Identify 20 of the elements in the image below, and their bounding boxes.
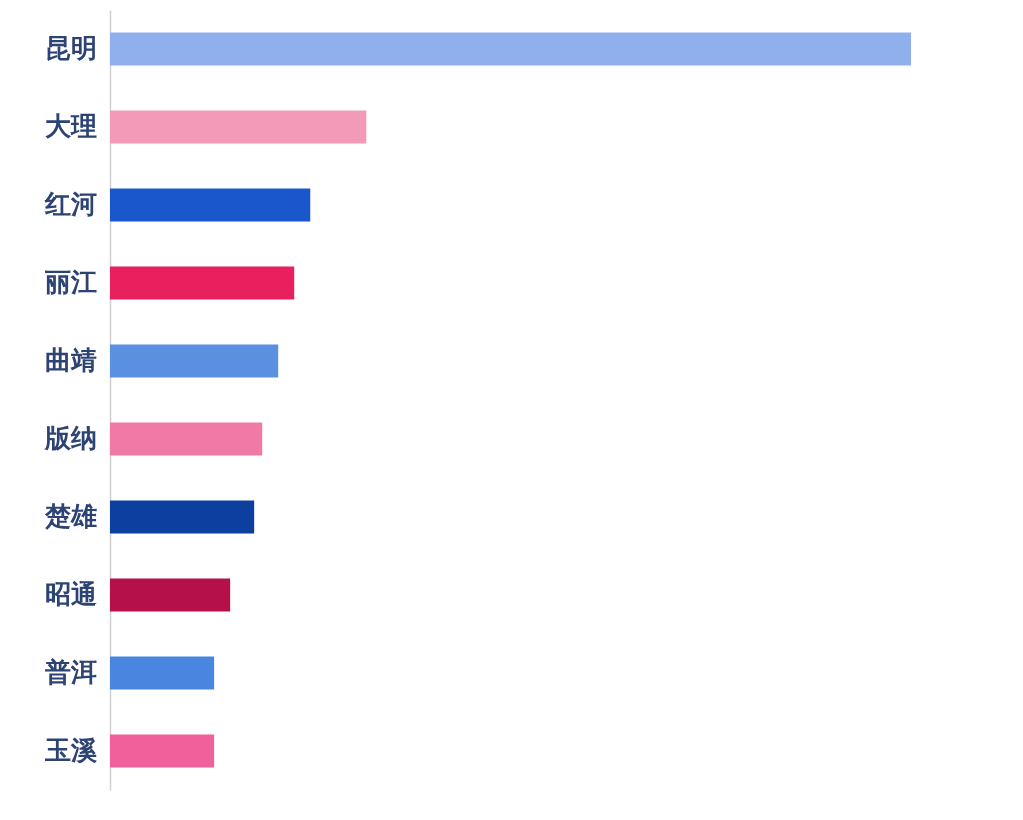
y-tick-label: 版纳: [43, 423, 97, 453]
bar: [110, 344, 279, 378]
bar: [110, 500, 255, 534]
y-tick-label: 普洱: [43, 657, 97, 687]
bar: [110, 266, 295, 300]
y-tick-label: 玉溪: [43, 735, 97, 765]
y-tick-label: 楚雄: [43, 501, 97, 531]
y-tick-label: 曲靖: [44, 345, 97, 375]
y-tick-label: 大理: [44, 111, 97, 141]
bar: [110, 422, 263, 456]
bar: [110, 578, 231, 612]
bar: [110, 656, 215, 690]
bar: [110, 734, 215, 768]
y-tick-label: 丽江: [43, 267, 97, 297]
y-tick-label: 红河: [43, 189, 97, 219]
y-tick-label: 昭通: [44, 579, 97, 609]
y-tick-label: 昆明: [44, 33, 97, 63]
bar: [110, 32, 911, 66]
bar: [110, 110, 367, 144]
bar: [110, 188, 311, 222]
